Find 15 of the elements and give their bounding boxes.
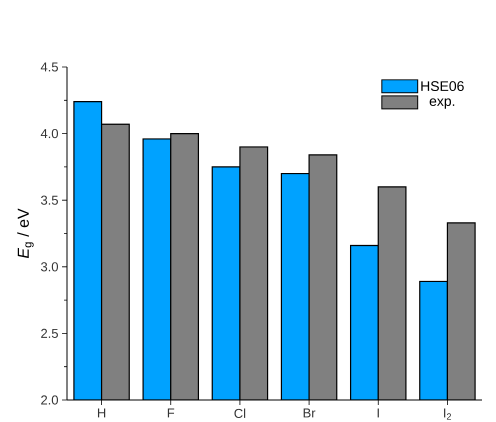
y-tick-label: 2.5 xyxy=(41,328,58,338)
x-tick-label: Cl xyxy=(234,408,246,418)
y-axis-title: E$_{g}$ / eV xyxy=(17,208,34,258)
x-tick-label: I xyxy=(378,408,379,418)
y-tick-label: 4.5 xyxy=(40,62,58,72)
x-tick-label: H xyxy=(98,408,106,418)
legend-label: exp. xyxy=(430,98,454,109)
y-tick-label: 3.5 xyxy=(40,196,58,205)
y-tick-label: 3.0 xyxy=(40,262,58,272)
y-tick-label: 4.0 xyxy=(40,129,58,138)
y-tick-label: 2.0 xyxy=(41,395,58,405)
x-tick-label: F xyxy=(168,408,174,418)
x-tick-label: I$_{2}$ xyxy=(444,408,452,420)
x-tick-label: Br xyxy=(304,408,316,418)
legend-label: HSE06 xyxy=(421,81,464,92)
